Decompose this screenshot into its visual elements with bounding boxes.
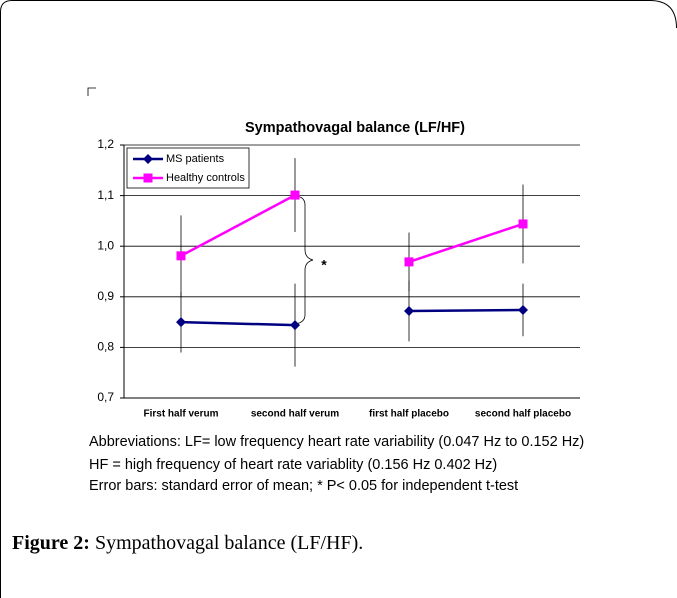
line — [180, 320, 296, 327]
y-tick-label: 0,8 — [97, 340, 114, 354]
marker — [404, 305, 414, 316]
marker — [404, 257, 414, 267]
y-tick-label: 0,9 — [97, 289, 114, 303]
brace — [295, 195, 314, 325]
chart-corner — [87, 87, 96, 96]
caption-text: Sympathovagal balance (LF/HF). — [89, 532, 364, 554]
marker — [143, 154, 153, 164]
y-tick-label: 1,0 — [97, 238, 114, 252]
marker — [290, 320, 300, 331]
legend-label: MS patients — [166, 153, 225, 165]
legend-label: Healthy controls — [166, 172, 245, 184]
marker — [176, 317, 186, 328]
annotation: * — [321, 257, 327, 273]
note: Error bars: standard error of mean; * P<… — [89, 478, 519, 494]
x-tick-label: second half placebo — [475, 409, 571, 420]
marker — [143, 173, 153, 183]
y-tick-label: 0,7 — [97, 390, 114, 404]
x-tick-label: first half placebo — [369, 409, 449, 420]
line — [408, 308, 524, 313]
note: Abbreviations: LF= low frequency heart r… — [89, 434, 585, 450]
line — [408, 222, 524, 264]
x-tick-label: second half verum — [251, 409, 339, 420]
line — [180, 193, 296, 257]
marker — [518, 219, 528, 229]
chart-title: Sympathovagal balance (LF/HF) — [245, 120, 465, 136]
caption: Figure 2: Sympathovagal balance (LF/HF). — [12, 532, 363, 555]
note: HF = high frequency of heart rate variab… — [89, 457, 498, 473]
chart-box — [87, 98, 611, 429]
y-tick-label: 1,2 — [97, 137, 114, 151]
marker — [176, 251, 186, 261]
marker — [290, 190, 300, 200]
caption-label: Figure 2: — [12, 532, 90, 554]
marker — [518, 304, 528, 315]
x-tick-label: First half verum — [143, 409, 218, 420]
y-tick-label: 1,1 — [97, 188, 114, 202]
